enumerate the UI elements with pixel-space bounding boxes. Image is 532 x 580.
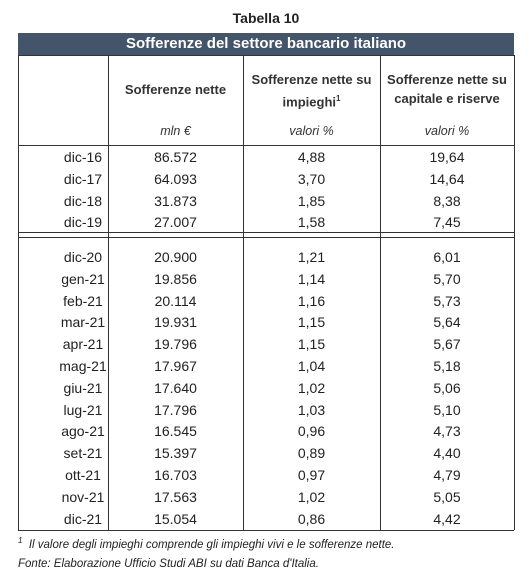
row-label: dic-18 — [63, 192, 103, 209]
border — [108, 55, 109, 530]
table-title: Tabella 10 — [232, 10, 300, 26]
row-label: ago-21 — [61, 423, 105, 440]
cell: 20.114 — [154, 292, 197, 309]
column-unit: valori % — [289, 124, 334, 138]
cell: 14,64 — [429, 170, 465, 187]
cell: 5,10 — [433, 401, 461, 418]
border — [18, 237, 514, 238]
cell: 0,97 — [297, 467, 326, 483]
border — [18, 145, 514, 146]
cell: 17.967 — [154, 358, 197, 374]
row-label: dic-20 — [63, 249, 103, 265]
cell: 5,18 — [433, 358, 461, 374]
cell: 7,45 — [433, 214, 461, 231]
border — [18, 530, 514, 531]
row-label: apr-21 — [62, 336, 104, 353]
column-header: Sofferenze nette su capitale e riserve — [380, 70, 514, 108]
cell: 0,96 — [297, 423, 326, 440]
cell: 17.796 — [154, 401, 197, 418]
cell: 5,70 — [433, 270, 461, 287]
cell: 5,73 — [433, 292, 461, 309]
cell: 20.900 — [154, 249, 197, 265]
cell: 19,64 — [429, 149, 465, 165]
cell: 19.931 — [154, 314, 197, 331]
column-label: Sofferenze nette su impieghi — [251, 72, 372, 110]
cell: 5,64 — [433, 314, 461, 331]
cell: 1,14 — [297, 270, 326, 287]
row-label: lug-21 — [63, 401, 103, 418]
cell: 86.572 — [154, 149, 197, 165]
row-label: dic-21 — [63, 510, 103, 527]
column-unit: mln € — [160, 124, 191, 138]
row-label: gen-21 — [61, 270, 105, 287]
cell: 17.563 — [154, 488, 197, 505]
cell: 3,70 — [297, 170, 326, 187]
cell: 5,05 — [433, 488, 461, 505]
row-label: dic-19 — [63, 214, 103, 231]
cell: 1,58 — [297, 214, 326, 231]
column-label: Sofferenze nette — [124, 82, 227, 97]
cell: 19.796 — [154, 336, 197, 353]
cell: 1,21 — [297, 249, 326, 265]
cell: 17.640 — [154, 379, 197, 396]
cell: 1,16 — [297, 292, 326, 309]
column-header: Sofferenze nette su impieghi1 — [243, 70, 380, 111]
cell: 64.093 — [154, 170, 197, 187]
column-unit: valori % — [424, 124, 470, 138]
cell: 16.703 — [154, 467, 197, 483]
cell: 4,40 — [433, 445, 461, 462]
cell: 1,03 — [297, 401, 326, 418]
cell: 15.054 — [154, 510, 197, 527]
cell: 4,73 — [433, 423, 461, 440]
cell: 4,42 — [433, 510, 461, 527]
cell: 1,15 — [297, 336, 326, 353]
footnote-ref: 1 — [336, 94, 341, 103]
cell: 19.856 — [154, 270, 197, 287]
border — [243, 55, 244, 530]
row-label: set-21 — [63, 445, 103, 462]
border — [18, 55, 514, 56]
cell: 8,38 — [433, 192, 461, 209]
cell: 4,88 — [297, 149, 326, 165]
cell: 5,06 — [433, 379, 461, 396]
row-label: mar-21 — [60, 314, 106, 331]
border — [514, 55, 515, 530]
cell: 16.545 — [154, 423, 197, 440]
cell: 6,01 — [433, 249, 461, 265]
row-label: mag-21 — [59, 358, 107, 374]
cell: 1,85 — [297, 192, 326, 209]
border — [380, 55, 381, 530]
footnote: 1 Il valore degli impieghi comprende gli… — [18, 536, 394, 551]
cell: 1,04 — [297, 358, 326, 374]
cell: 15.397 — [154, 445, 197, 462]
footnote-mark: 1 — [18, 536, 23, 545]
row-label: nov-21 — [61, 488, 105, 505]
cell: 5,67 — [433, 336, 461, 353]
row-label: dic-16 — [63, 149, 103, 165]
cell: 4,79 — [433, 467, 461, 483]
border — [18, 55, 19, 530]
row-label: giu-21 — [63, 379, 103, 396]
cell: 1,02 — [297, 379, 326, 396]
footnote-text: Il valore degli impieghi comprende gli i… — [28, 538, 395, 551]
cell: 1,02 — [297, 488, 326, 505]
cell: 27.007 — [154, 214, 197, 231]
border — [18, 232, 514, 233]
row-label: feb-21 — [63, 292, 103, 309]
row-label: dic-17 — [63, 170, 103, 187]
table-subtitle: Sofferenze del settore bancario italiano — [18, 33, 514, 55]
column-label: Sofferenze nette su capitale e riserve — [387, 72, 507, 106]
row-label: ott-21 — [65, 467, 101, 483]
cell: 31.873 — [154, 192, 197, 209]
column-header: Sofferenze nette — [108, 80, 243, 99]
source: Fonte: Elaborazione Ufficio Studi ABI su… — [18, 558, 319, 570]
cell: 1,15 — [297, 314, 326, 331]
cell: 0,89 — [297, 445, 326, 462]
cell: 0,86 — [297, 510, 326, 527]
